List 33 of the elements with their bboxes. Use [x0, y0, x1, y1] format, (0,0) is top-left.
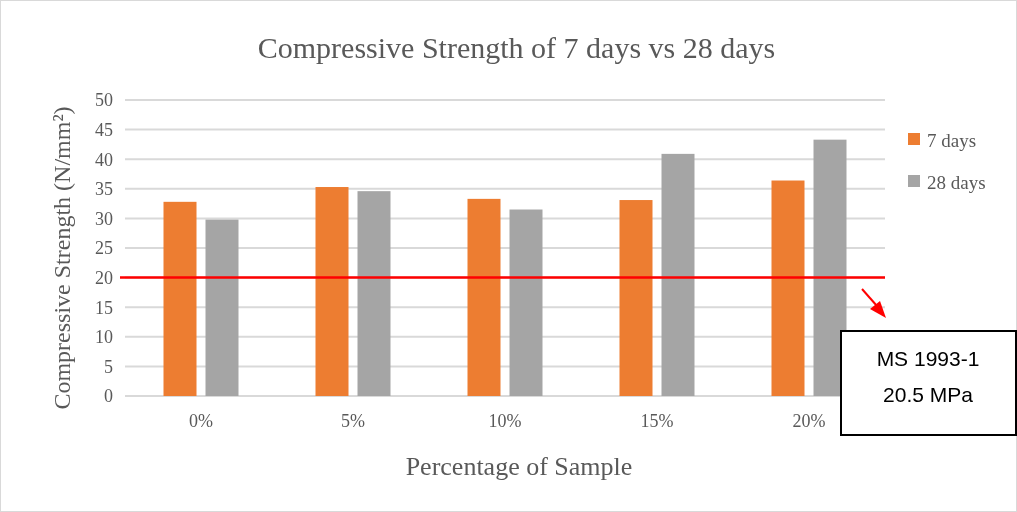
- bar: [315, 187, 349, 396]
- y-tick-label: 20: [95, 267, 113, 288]
- bar: [813, 139, 847, 396]
- y-tick-label: 0: [104, 386, 113, 407]
- y-tick-label: 15: [95, 297, 113, 318]
- annotation: MS 1993-1: [876, 347, 980, 370]
- bar: [205, 219, 239, 396]
- bar: [619, 200, 653, 396]
- y-tick-label: 40: [95, 149, 113, 170]
- bar: [357, 191, 391, 396]
- bar: [509, 209, 543, 396]
- annotation: 20.5 MPa: [883, 383, 974, 406]
- y-tick-label: 10: [95, 327, 113, 348]
- y-tick-label: 50: [95, 90, 113, 111]
- x-tick-label: 0%: [189, 411, 213, 431]
- x-tick-label: 15%: [640, 411, 674, 431]
- legend-label: 28 days: [927, 171, 986, 193]
- y-tick-label: 45: [95, 119, 113, 140]
- y-tick-label: 5: [104, 356, 113, 377]
- chart-title: Compressive Strength of 7 days vs 28 days: [257, 31, 776, 64]
- legend-label: 7 days: [927, 129, 977, 151]
- bar: [771, 180, 805, 396]
- x-tick-label: 10%: [488, 411, 522, 431]
- x-tick-label: 5%: [341, 411, 365, 431]
- bar: [467, 198, 501, 396]
- bar: [163, 201, 197, 396]
- x-axis-title: Percentage of Sample: [405, 452, 633, 481]
- bar: [661, 153, 695, 396]
- y-tick-label: 25: [95, 238, 113, 259]
- y-tick-label: 30: [95, 208, 113, 229]
- y-tick-label: 35: [95, 179, 113, 200]
- y-axis-title: Compressive Strength (N/mm²): [49, 106, 75, 410]
- x-tick-label: 20%: [792, 411, 826, 431]
